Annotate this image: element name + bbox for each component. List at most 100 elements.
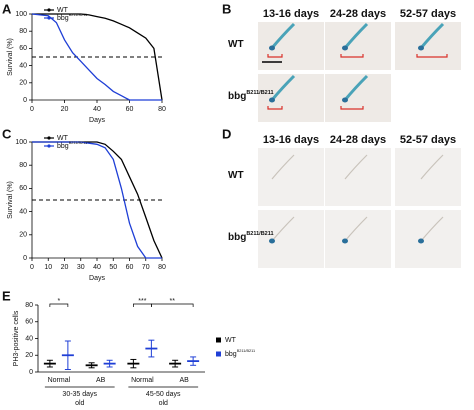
y-tick-label: 0 [23,255,27,262]
y-tick-label: 80 [25,302,33,309]
column-header: 13-16 days [263,8,319,20]
x-tick-label: 80 [158,106,166,113]
panel-letter: C [2,126,12,141]
y-tick-label: 60 [19,185,27,192]
legend-label-base: WT [57,135,69,142]
significance-label: * [58,298,61,305]
column-header: 52-57 days [400,8,456,20]
legend-swatch [216,351,221,357]
bracket [416,54,448,58]
y-tick-label: 80 [19,162,27,169]
y-tick-label: 60 [25,319,33,326]
y-tick-label: 40 [19,208,27,215]
micrograph [258,148,324,206]
row-label-sup: B211/B211 [246,231,273,237]
tissue-stain [342,97,348,103]
y-axis-label: PH3-positive cells [13,310,20,366]
survival-line [32,13,163,101]
legend-label-sup: B211/B211 [237,349,255,353]
tissue-stain [342,45,348,51]
y-tick-label: 100 [15,11,27,18]
x-tick-label: 10 [44,264,52,271]
row-label-base: WT [228,39,244,50]
tissue-stain [269,97,275,103]
row-label-sup: B211/B211 [246,90,273,96]
x-tick-label: AB [179,377,189,384]
tissue-stain [418,45,424,51]
micrograph [325,22,391,70]
x-tick-label: 80 [158,264,166,271]
group-label: old [75,400,84,407]
legend-label-base: WT [225,337,237,344]
y-tick-label: 0 [29,369,33,376]
micrograph [258,22,324,70]
y-axis-label: Survival (%) [7,38,14,76]
tissue [344,154,368,180]
y-tick-label: 40 [19,62,27,69]
y-tick-label: 40 [25,335,33,342]
bracket [340,54,364,58]
micrograph [395,210,461,268]
column-header: 13-16 days [263,134,319,146]
row-label: WT [228,170,244,181]
significance-bracket [49,303,69,307]
survival-line [31,13,162,101]
legend-swatch [216,337,221,343]
tissue [271,154,295,180]
tissue-stain [269,45,275,51]
bracket [267,106,283,110]
significance-label: *** [138,298,146,305]
significance-bracket [151,303,194,307]
tissue-stain [418,238,424,244]
group-label: old [159,400,168,407]
legend-label: WT [57,7,69,14]
x-tick-label: 20 [61,264,69,271]
y-tick-label: 20 [19,232,27,239]
column-header: 24-28 days [330,8,386,20]
x-tick-label: AB [96,377,106,384]
legend-label-base: WT [57,7,69,14]
x-tick-label: 60 [126,106,134,113]
legend-marker [47,136,51,140]
panel-letter: A [2,1,12,16]
bracket [340,106,364,110]
legend-label-base: bbg [225,351,237,358]
x-tick-label: 20 [61,106,69,113]
tissue [420,154,444,180]
legend-label-sup: B211/B211 [69,141,87,145]
legend-label: bbgB211/B211 [57,141,87,150]
legend-marker [47,144,51,148]
group-label: 45-50 days [146,391,181,398]
row-label-base: WT [228,170,244,181]
row-label-base: bbg [228,91,246,102]
y-tick-label: 100 [15,139,27,146]
legend-label-sup: B211/B211 [69,13,87,17]
x-tick-label: Normal [48,377,71,384]
tissue-stain [342,238,348,244]
y-tick-label: 0 [23,97,27,104]
micrograph [395,148,461,206]
panel-letter: D [222,126,231,141]
micrograph [258,210,324,268]
row-label: bbgB211/B211 [228,90,274,101]
significance-label: ** [170,298,176,305]
x-tick-label: Normal [131,377,154,384]
legend-label-base: bbg [57,143,69,150]
column-header: 24-28 days [330,134,386,146]
legend-label: bbgB211/B211 [225,349,255,358]
x-tick-label: 30 [77,264,85,271]
micrograph [325,210,391,268]
legend-marker [47,8,51,12]
row-label-base: bbg [228,232,246,243]
x-axis-label: Days [89,117,105,124]
x-tick-label: 40 [93,264,101,271]
micrograph [258,74,324,122]
y-tick-label: 20 [25,352,33,359]
x-tick-label: 70 [142,264,150,271]
x-tick-label: 0 [30,106,34,113]
x-tick-label: 0 [30,264,34,271]
panel-letter: E [2,288,11,303]
panel-letter: B [222,1,231,16]
legend-label: WT [225,337,237,344]
